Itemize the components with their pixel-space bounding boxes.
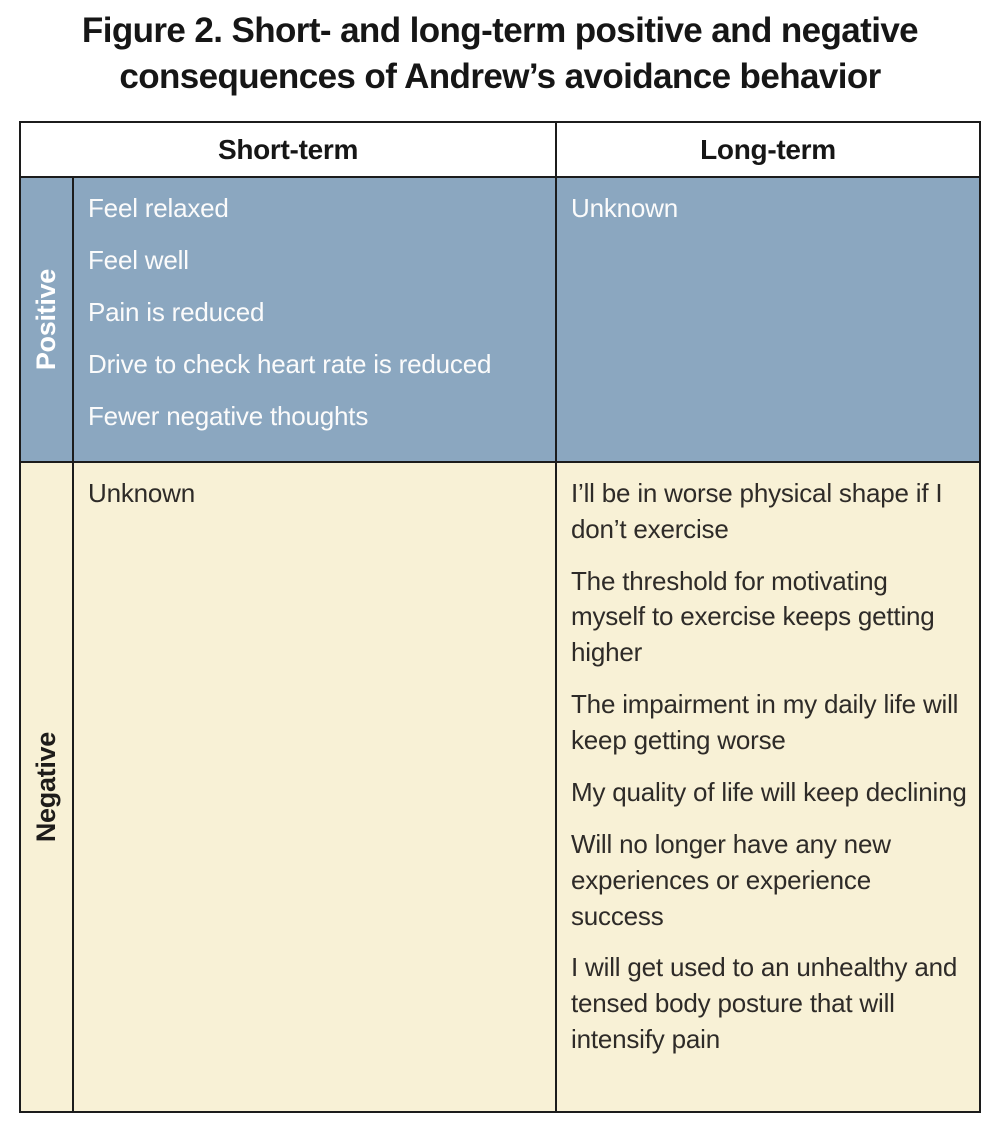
positive-row-label: Positive: [31, 268, 61, 371]
cell-paragraph: Feel relaxed: [88, 193, 229, 224]
cell-paragraph: Feel well: [88, 245, 189, 276]
cell-paragraph: Fewer negative thoughts: [88, 400, 369, 431]
negative-label-cell: Negative: [19, 460, 74, 1113]
negative-row: Negative Unknown I’ll be in worse physic…: [19, 460, 981, 1113]
positive-label-cell: Positive: [19, 176, 74, 463]
figure-title-line-2: consequences of Andrew’s avoidance behav…: [119, 57, 881, 97]
cell-paragraph: Pain is reduced: [88, 297, 265, 328]
negative-long-term-cell: I’ll be in worse physical shape if I don…: [555, 460, 981, 1113]
positive-short-term-cell: Feel relaxed Feel well Pain is reduced Driv…: [72, 176, 557, 463]
cell-paragraph: The impairment in my daily life will kee…: [571, 689, 959, 755]
cell-paragraph: The threshold for motivating myself to e…: [571, 565, 935, 668]
figure-title-line-1: Figure 2. Short- and long-term positive …: [81, 11, 919, 50]
positive-row: Positive Feel relaxed Feel well Pain is re…: [19, 176, 981, 463]
header-long-term-cell: Long-term: [555, 121, 981, 179]
header-short-term-cell: Short-term: [19, 121, 557, 179]
negative-short-term-cell: Unknown: [72, 460, 557, 1113]
cell-paragraph: Drive to check heart rate is reduced: [88, 349, 492, 379]
cell-paragraph: I will get used to an unhealthy and tens…: [571, 952, 958, 1055]
table-header-row: Short-term Long-term: [19, 121, 981, 179]
consequences-table: Short-term Long-term Positive Feel relax…: [19, 121, 981, 1113]
figure-title: Figure 2. Short- and long-term positive …: [5, 8, 995, 100]
positive-long-term-cell: Unknown: [555, 176, 981, 463]
negative-row-label: Negative: [31, 731, 61, 842]
cell-paragraph: I’ll be in worse physical shape if I don…: [571, 477, 943, 544]
cell-paragraph: Unknown: [571, 193, 678, 224]
cell-paragraph: My quality of life will keep declining: [571, 776, 967, 807]
cell-paragraph: Will no longer have any new experiences …: [571, 828, 891, 931]
cell-paragraph: Unknown: [88, 477, 195, 508]
